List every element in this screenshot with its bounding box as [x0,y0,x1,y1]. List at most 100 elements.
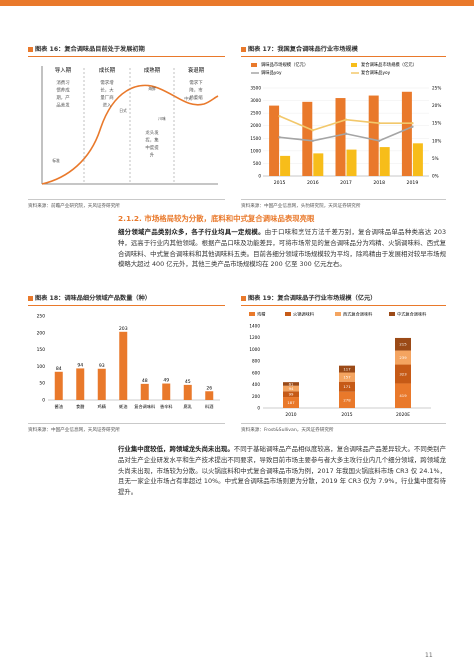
y2-tick-label: 15% [432,121,441,126]
yoy-point [411,122,414,125]
stage-label: 成熟期 [144,66,160,74]
y-tick-label: 500 [253,161,261,166]
concentration-paragraph: 行业集中度较低，跨领域龙头尚未出现。不同于基础调味品产品相似度较高，复合调味品产… [118,444,446,498]
yoy-point [411,125,414,128]
bar-seasoning-market [368,95,379,176]
stack-segment [339,372,355,382]
x-tick-label: 料酒 [205,403,213,410]
segment-label: 61 [289,381,294,386]
bar [119,331,128,400]
stage-desc-line: 挥，集 [145,137,159,144]
data-label: 94 [77,362,83,368]
fig17-title: 图表 17：我国复合调味品行业市场规模 [241,44,358,53]
y-tick-label: 200 [252,394,260,399]
bar-compound-market [379,147,390,176]
stage-desc-line: 降，市 [189,87,203,94]
page-number: 11 [425,652,433,659]
curve-label: 日式 [119,108,127,113]
y-tick-label: 150 [37,347,46,353]
bar-seasoning-market [401,91,412,176]
stack-segment [283,382,299,386]
stage-label: 导入期 [55,67,71,74]
fig18-title: 图表 18：调味品细分领域产品数量（种） [28,293,151,302]
legend-label: 复合调味品yoy [361,69,391,76]
bar [97,368,106,400]
yoy-point [311,139,314,142]
segment-label: 187 [287,400,295,405]
bar [76,368,85,400]
segment-label: 157 [343,375,351,380]
y-tick-label: 2000 [250,123,261,128]
x-tick-label: 2015 [341,412,352,418]
y-tick-label: 250 [37,314,46,320]
stage-desc-line: 长，大 [100,87,114,94]
product-count-chart: 0 50 100 150 200 250 84 酱油 94 食醋 93 鸡精 203 蚝油 48 复合调味料 4… [37,314,220,410]
x-tick-label: 2018 [373,180,385,186]
stack-segment [395,337,411,351]
data-label: 49 [163,378,169,384]
stage-desc-line: 需求增 [100,79,113,86]
x-tick-label: 2016 [307,180,319,186]
y-tick-label: 100 [37,364,46,370]
stage-desc-line: 需求下 [189,79,203,86]
stage-desc-line: 场萎缩 [189,94,203,101]
bar-compound-market [280,155,291,176]
stage-desc-line: 进入 [103,102,112,109]
bar [162,383,171,400]
data-label: 26 [206,385,212,391]
fig19-source: 资料来源：Frost&Sullivan，天风证券研究所 [241,428,334,433]
x-tick-label: 鸡精 [98,403,106,410]
segment-label: 94 [289,386,294,391]
fig17-rule [241,56,446,58]
fig19-bottom-rule [241,423,446,424]
y2-tick-label: 10% [432,138,441,143]
segment-label: 117 [343,367,351,372]
bar-compound-market [313,153,324,176]
legend-label: 复合调味品市场规模（亿元） [361,61,417,68]
y-tick-label: 3000 [250,98,261,103]
yoy-line [279,115,413,132]
x-tick-label: 酱油 [55,403,63,410]
bar-seasoning-market [335,98,346,176]
legend-label: 鸡精 [257,311,265,318]
stage-desc-line: 量厂商 [100,94,114,101]
y-tick-label: 1000 [249,347,260,352]
stack-segment [339,365,355,373]
stack-segment [339,391,355,408]
stage-label: 衰退期 [188,66,204,74]
fig19-rule [241,305,446,307]
yoy-point [344,132,348,135]
stage-label: 成长期 [99,66,115,74]
legend-swatch [351,63,357,67]
stack-segment [395,350,411,365]
bar [183,384,192,400]
y-tick-label: 0 [258,174,261,179]
stack-segment [283,385,299,392]
legend-swatch [251,63,257,67]
x-tick-label: 蚝油 [119,403,127,410]
stack-segment [339,381,355,392]
segment-label: 419 [399,393,407,398]
data-label: 45 [185,379,191,385]
market-size-chart: 调味品市场规模（亿元） 复合调味品市场规模（亿元） 调味品yoy 复合调味品yoy 0 5… [250,61,441,186]
legend-swatch [335,312,341,316]
y-tick-label: 2500 [250,111,261,116]
y-tick-label: 1500 [250,136,261,141]
segment-label: 278 [343,397,351,402]
fig17-source: 资料来源：中国产业信息网，头豹研究院，天风证券研究所 [241,204,361,209]
curve-label: 川味 [158,116,166,121]
fig18-rule [28,305,225,307]
segment-label: 215 [399,342,407,347]
fig17-bottom-rule [241,199,446,200]
fig16-source: 资料来源：前瞻产业研究院，天风证券研究所 [28,204,120,209]
fig19-title: 图表 19：复合调味品子行业市场规模（亿元） [241,293,376,302]
x-tick-label: 食醋 [76,403,84,410]
y2-tick-label: 5% [432,156,439,161]
para1-body: 由于口味和烹饪方法千差万别，复合调味品单品种类高达 203 种，远高于行业内其他… [118,228,447,269]
curve-label: 标准 [52,158,60,163]
stage-desc-line: 升 [150,152,155,159]
x-tick-label: 腐乳 [184,403,193,410]
legend-label: 西式复合调味料 [343,311,373,318]
top-accent-bar [0,0,474,6]
